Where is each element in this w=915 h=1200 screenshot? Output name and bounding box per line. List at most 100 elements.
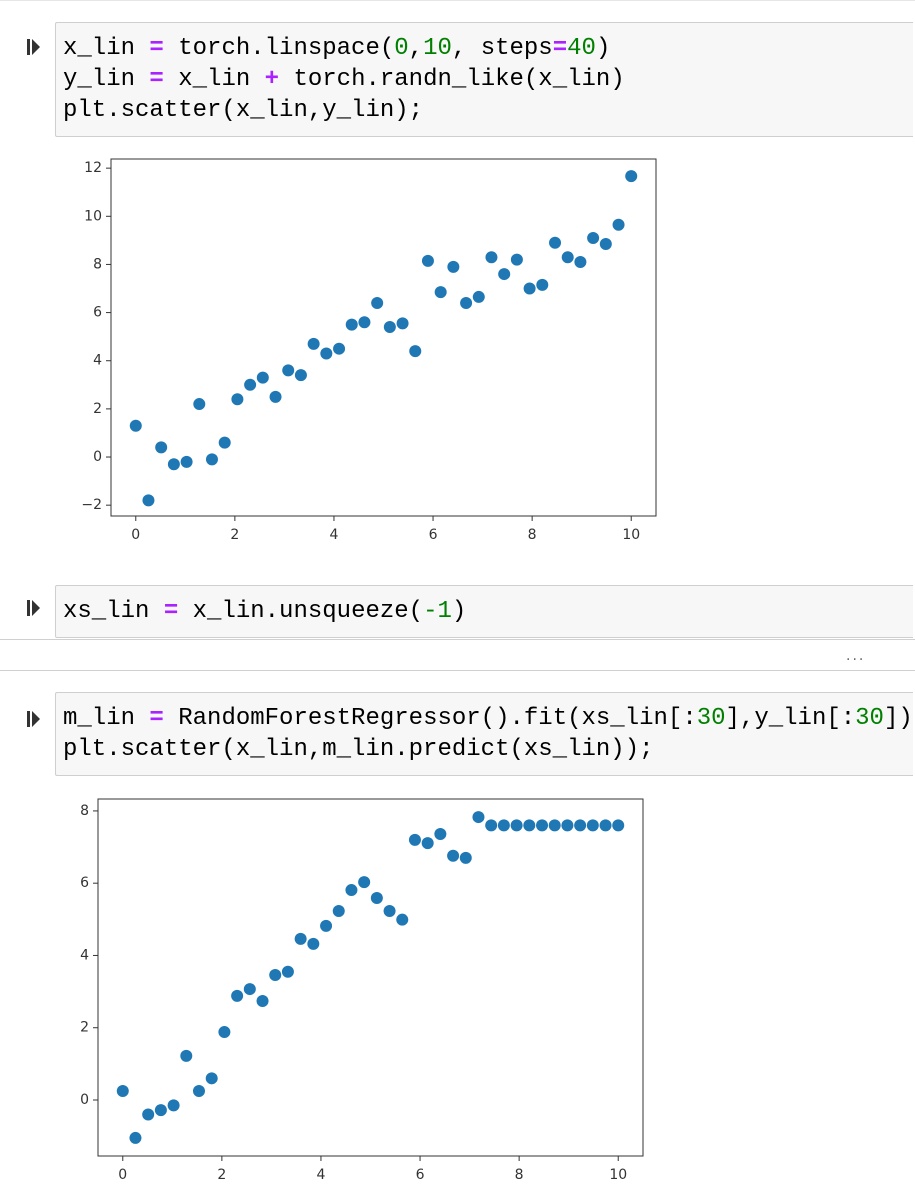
point — [180, 1049, 193, 1062]
point — [358, 876, 371, 889]
code-token: , — [408, 35, 424, 62]
point — [256, 371, 269, 384]
point — [154, 1104, 167, 1117]
point — [485, 819, 498, 832]
x-tick-label: 4 — [316, 1167, 325, 1183]
code-token: 30 — [855, 705, 884, 732]
code-token: = — [149, 66, 164, 93]
code-token: -1 — [423, 598, 452, 625]
code-token: 0 — [394, 35, 409, 62]
y-tick-label: 6 — [80, 875, 89, 891]
collapsed-output[interactable]: ... — [846, 648, 866, 664]
point — [396, 317, 409, 330]
run-button[interactable] — [27, 599, 41, 617]
point — [320, 919, 333, 932]
y-tick-label: 12 — [84, 160, 102, 176]
point — [345, 884, 358, 897]
point — [587, 231, 600, 244]
point — [320, 347, 333, 360]
code-token: RandomForestRegressor().fit(xs_lin[: — [163, 705, 697, 732]
point — [294, 369, 307, 382]
y-tick-label: 4 — [93, 353, 102, 369]
point — [231, 989, 244, 1002]
x-tick-label: 2 — [230, 527, 239, 543]
point — [282, 364, 295, 377]
point — [434, 286, 447, 299]
x-tick-label: 6 — [429, 527, 438, 543]
point — [586, 819, 599, 832]
point — [370, 892, 383, 905]
point — [510, 819, 523, 832]
code-line: m_lin = RandomForestRegressor().fit(xs_l… — [63, 703, 913, 734]
point — [269, 390, 282, 403]
point — [243, 983, 256, 996]
point — [231, 393, 244, 406]
point — [459, 851, 472, 864]
code-line: x_lin = torch.linspace(0,10, steps=40) — [63, 33, 913, 64]
point — [294, 932, 307, 945]
point — [612, 218, 625, 231]
run-button[interactable] — [27, 710, 41, 728]
code-token: torch.linspace( — [163, 35, 395, 62]
run-button[interactable] — [27, 38, 41, 56]
point — [434, 828, 447, 841]
plot-frame — [110, 158, 657, 517]
point — [155, 441, 168, 454]
code-token: 30 — [696, 705, 726, 732]
point — [167, 458, 180, 471]
x-tick-label: 4 — [329, 527, 338, 543]
code-token: xs_lin — [63, 598, 164, 625]
point — [180, 455, 193, 468]
point — [460, 296, 473, 309]
point — [485, 251, 498, 264]
code-line: plt.scatter(x_lin,y_lin); — [63, 95, 913, 126]
code-token: = — [149, 35, 164, 62]
point — [218, 1026, 231, 1039]
point — [599, 819, 612, 832]
code-cell[interactable]: xs_lin = x_lin.unsqueeze(-1) — [55, 585, 913, 638]
code-line: plt.scatter(x_lin,m_lin.predict(xs_lin))… — [63, 734, 913, 765]
point — [167, 1099, 180, 1112]
point — [561, 819, 574, 832]
point — [269, 968, 282, 981]
code-token: plt.scatter(x_lin,m_lin.predict(xs_lin))… — [63, 736, 654, 763]
point — [523, 282, 536, 295]
point — [129, 419, 142, 432]
point — [536, 278, 549, 291]
code-token: x_lin — [63, 35, 150, 62]
y-tick-label: 2 — [80, 1020, 89, 1036]
top-border — [0, 0, 915, 1]
code-line: y_lin = x_lin + torch.randn_like(x_lin) — [63, 64, 913, 95]
code-cell[interactable]: x_lin = torch.linspace(0,10, steps=40) y_… — [55, 22, 913, 137]
point — [409, 345, 422, 358]
code-cell[interactable]: m_lin = RandomForestRegressor().fit(xs_l… — [55, 692, 913, 776]
point — [332, 905, 345, 918]
point — [421, 254, 434, 267]
y-tick-label: 4 — [80, 947, 89, 963]
point — [497, 819, 510, 832]
point — [129, 1131, 142, 1144]
point — [142, 1108, 155, 1121]
x-tick-label: 0 — [118, 1167, 127, 1183]
point — [510, 253, 523, 266]
point — [574, 256, 587, 269]
point — [523, 819, 536, 832]
code-token: ) — [595, 35, 611, 62]
point — [447, 849, 460, 862]
y-tick-label: 8 — [93, 256, 102, 272]
point — [599, 237, 612, 250]
point — [192, 1084, 205, 1097]
code-token: ) — [451, 598, 467, 625]
point — [396, 913, 409, 926]
code-token: = — [163, 598, 179, 625]
x-tick-label: 2 — [217, 1167, 226, 1183]
y-tick-label: 6 — [93, 305, 102, 321]
point — [218, 436, 231, 449]
point — [307, 337, 320, 350]
x-tick-label: 8 — [528, 527, 537, 543]
point — [307, 937, 320, 950]
point — [383, 905, 396, 918]
code-token: y_lin — [63, 66, 150, 93]
x-tick-label: 10 — [609, 1167, 627, 1183]
